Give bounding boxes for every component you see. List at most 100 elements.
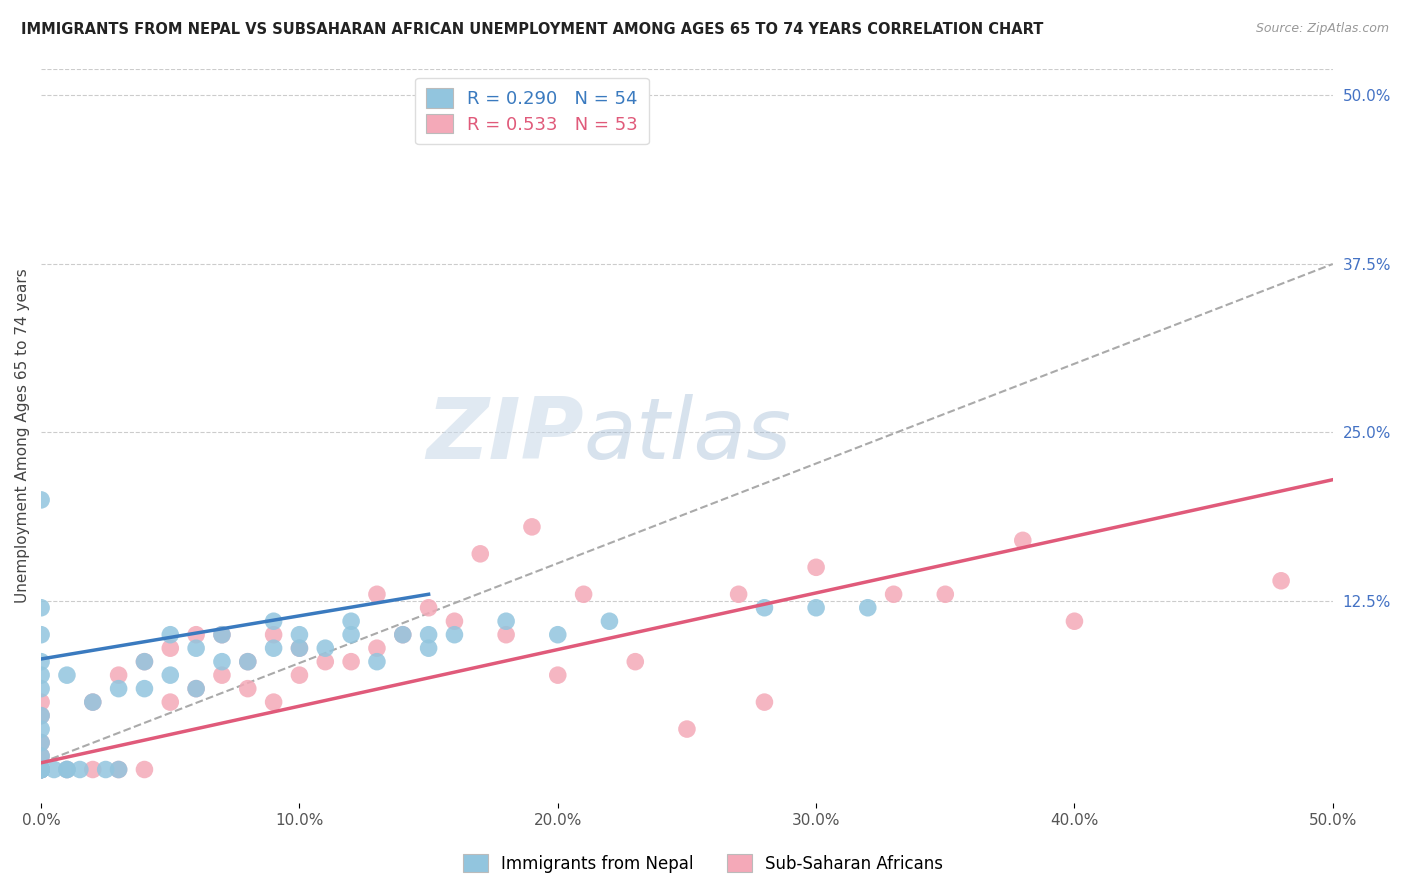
Point <box>30 695 52 709</box>
Point <box>418 641 440 656</box>
Point <box>82 763 104 777</box>
Point <box>30 763 52 777</box>
Point <box>288 641 311 656</box>
Point <box>107 763 129 777</box>
Point <box>30 763 52 777</box>
Point <box>263 614 285 628</box>
Point <box>42 763 65 777</box>
Point <box>211 628 233 642</box>
Point <box>30 600 52 615</box>
Point <box>391 628 413 642</box>
Legend: Immigrants from Nepal, Sub-Saharan Africans: Immigrants from Nepal, Sub-Saharan Afric… <box>456 847 950 880</box>
Point <box>236 681 259 696</box>
Point <box>934 587 956 601</box>
Point <box>184 681 207 696</box>
Point <box>30 763 52 777</box>
Legend: R = 0.290   N = 54, R = 0.533   N = 53: R = 0.290 N = 54, R = 0.533 N = 53 <box>415 78 650 145</box>
Point <box>366 587 388 601</box>
Point <box>883 587 905 601</box>
Point <box>1063 614 1085 628</box>
Point <box>30 749 52 764</box>
Point <box>30 763 52 777</box>
Point <box>288 628 311 642</box>
Point <box>56 668 79 682</box>
Point <box>520 520 543 534</box>
Point <box>107 763 129 777</box>
Point <box>134 655 156 669</box>
Point <box>263 695 285 709</box>
Point <box>598 614 620 628</box>
Point <box>236 655 259 669</box>
Point <box>236 655 259 669</box>
Point <box>263 641 285 656</box>
Point <box>30 668 52 682</box>
Point <box>211 628 233 642</box>
Point <box>159 641 181 656</box>
Point <box>30 681 52 696</box>
Point <box>30 763 52 777</box>
Point <box>572 587 595 601</box>
Point <box>470 547 492 561</box>
Point <box>56 763 79 777</box>
Point <box>727 587 749 601</box>
Point <box>30 628 52 642</box>
Point <box>418 628 440 642</box>
Point <box>30 763 52 777</box>
Point <box>30 763 52 777</box>
Point <box>30 763 52 777</box>
Point <box>30 763 52 777</box>
Point <box>340 655 363 669</box>
Point <box>418 600 440 615</box>
Point <box>340 614 363 628</box>
Point <box>1270 574 1292 588</box>
Point <box>804 600 827 615</box>
Point <box>184 628 207 642</box>
Point <box>30 763 52 777</box>
Point <box>94 763 117 777</box>
Point <box>107 681 129 696</box>
Point <box>30 763 52 777</box>
Point <box>30 492 52 507</box>
Point <box>56 763 79 777</box>
Point <box>30 763 52 777</box>
Text: IMMIGRANTS FROM NEPAL VS SUBSAHARAN AFRICAN UNEMPLOYMENT AMONG AGES 65 TO 74 YEA: IMMIGRANTS FROM NEPAL VS SUBSAHARAN AFRI… <box>21 22 1043 37</box>
Point <box>547 628 569 642</box>
Point <box>314 655 336 669</box>
Point <box>56 763 79 777</box>
Y-axis label: Unemployment Among Ages 65 to 74 years: Unemployment Among Ages 65 to 74 years <box>15 268 30 603</box>
Point <box>443 614 465 628</box>
Point <box>314 641 336 656</box>
Point <box>30 735 52 749</box>
Text: atlas: atlas <box>583 394 792 477</box>
Point <box>134 655 156 669</box>
Point <box>184 641 207 656</box>
Point <box>340 628 363 642</box>
Point <box>211 668 233 682</box>
Point <box>366 641 388 656</box>
Point <box>30 735 52 749</box>
Point <box>30 722 52 736</box>
Point <box>30 763 52 777</box>
Point <box>134 681 156 696</box>
Point <box>443 628 465 642</box>
Point <box>30 763 52 777</box>
Point <box>495 614 517 628</box>
Point <box>107 668 129 682</box>
Point <box>676 722 699 736</box>
Point <box>159 668 181 682</box>
Point <box>754 695 776 709</box>
Point <box>1011 533 1033 548</box>
Point <box>30 763 52 777</box>
Point <box>30 655 52 669</box>
Point <box>184 681 207 696</box>
Point <box>263 628 285 642</box>
Point <box>69 763 91 777</box>
Point <box>82 695 104 709</box>
Text: Source: ZipAtlas.com: Source: ZipAtlas.com <box>1256 22 1389 36</box>
Point <box>134 763 156 777</box>
Point <box>624 655 647 669</box>
Point <box>30 708 52 723</box>
Point <box>82 695 104 709</box>
Point <box>211 655 233 669</box>
Point <box>30 708 52 723</box>
